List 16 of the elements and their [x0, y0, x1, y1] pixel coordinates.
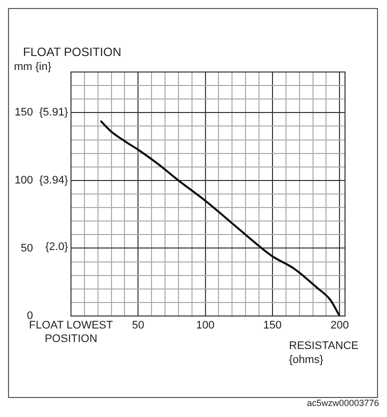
- y-tick-label: 50: [20, 242, 33, 254]
- x-tick-label: 150: [263, 320, 282, 332]
- y2-tick-label: {3.94}: [39, 174, 68, 186]
- line-series: [100, 120, 341, 316]
- y2-tick-label: {5.91}: [39, 106, 68, 119]
- x-tick-label: FLOAT LOWEST POSITION: [29, 320, 114, 345]
- text: ac5wzw00003776: [306, 398, 379, 408]
- y-tick-label: 150: [14, 106, 33, 119]
- y-axis-title: mm {in}: [14, 60, 52, 74]
- y2-tick-label: {2.0}: [45, 241, 68, 254]
- chart-title: FLOAT POSITION: [23, 45, 122, 59]
- x-axis-title: RESISTANCE {ohms}: [289, 339, 358, 367]
- x-tick-label: 100: [196, 320, 214, 332]
- x-tick-label: 200: [330, 320, 349, 332]
- y-tick-label: 100: [14, 174, 33, 186]
- x-tick-label: 50: [132, 320, 144, 332]
